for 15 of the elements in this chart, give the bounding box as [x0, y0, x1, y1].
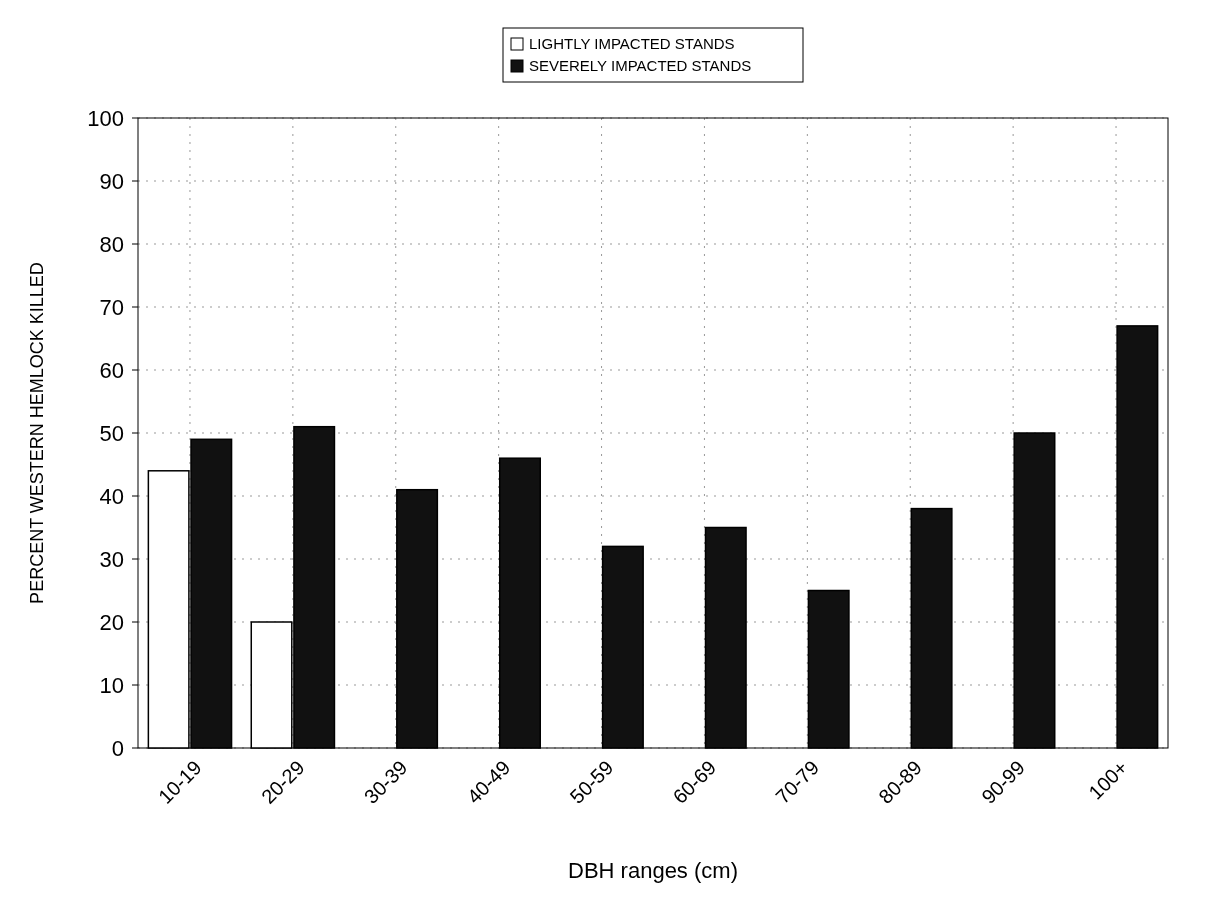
- y-tick-label: 70: [99, 294, 124, 320]
- y-tick-label: 20: [99, 609, 124, 635]
- y-tick-label: 0: [111, 735, 124, 761]
- y-tick-label: 80: [99, 231, 124, 257]
- x-axis-title: DBH ranges (cm): [568, 858, 738, 883]
- legend-label: SEVERELY IMPACTED STANDS: [529, 57, 752, 74]
- legend-label: LIGHTLY IMPACTED STANDS: [529, 35, 735, 52]
- y-tick-label: 90: [99, 168, 124, 194]
- y-axis-title: PERCENT WESTERN HEMLOCK KILLED: [27, 262, 47, 604]
- y-tick-label: 100: [87, 105, 124, 131]
- y-tick-label: 10: [99, 672, 124, 698]
- y-tick-label: 40: [99, 483, 124, 509]
- y-tick-label: 50: [99, 420, 124, 446]
- y-tick-label: 60: [99, 357, 124, 383]
- y-tick-label: 30: [99, 546, 124, 572]
